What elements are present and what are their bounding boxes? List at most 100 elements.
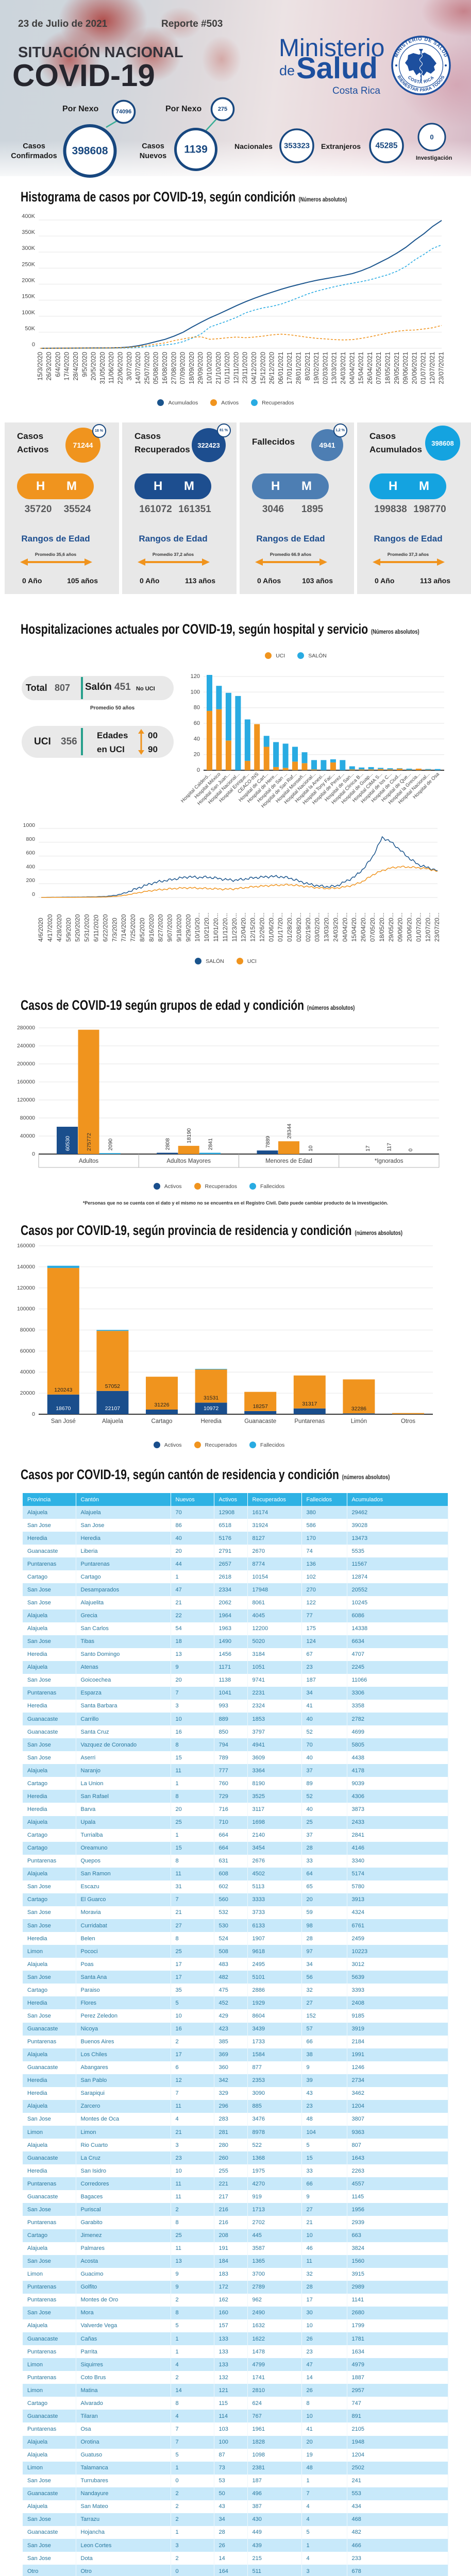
svg-text:400K: 400K xyxy=(22,213,35,219)
svg-text:23/07/20...: 23/07/20... xyxy=(433,912,441,942)
svg-text:1139: 1139 xyxy=(184,144,208,156)
svg-text:7/3/2020: 7/3/2020 xyxy=(111,918,118,942)
svg-text:28/01/2021: 28/01/2021 xyxy=(295,352,302,384)
svg-text:18/05/20...: 18/05/20... xyxy=(378,912,385,942)
svg-text:200: 200 xyxy=(26,877,35,884)
svg-text:240000: 240000 xyxy=(17,1043,35,1049)
svg-text:12/07/20...: 12/07/20... xyxy=(424,912,431,942)
svg-text:0: 0 xyxy=(408,1148,414,1151)
svg-text:40000: 40000 xyxy=(20,1133,35,1139)
svg-text:Adultos: Adultos xyxy=(79,1158,99,1164)
svg-text:25/07/2020: 25/07/2020 xyxy=(143,352,150,384)
svg-text:05/08/2020: 05/08/2020 xyxy=(153,352,160,384)
svg-text:2808: 2808 xyxy=(165,1138,171,1150)
svg-text:26/3/2020: 26/3/2020 xyxy=(45,352,53,381)
svg-text:18190: 18190 xyxy=(186,1128,192,1143)
svg-text:06/01/2021: 06/01/2021 xyxy=(277,352,284,384)
svg-text:22107: 22107 xyxy=(105,1405,120,1412)
svg-text:0: 0 xyxy=(430,133,433,141)
svg-text:10/10/2020: 10/10/2020 xyxy=(206,352,213,384)
svg-text:16/08/2020: 16/08/2020 xyxy=(161,352,169,384)
svg-text:10/21/20...: 10/21/20... xyxy=(203,912,210,942)
svg-text:60530: 60530 xyxy=(65,1136,71,1151)
svg-text:50K: 50K xyxy=(25,326,35,332)
svg-text:11/01/20...: 11/01/20... xyxy=(212,913,220,942)
svg-text:7/14/2020: 7/14/2020 xyxy=(120,914,127,942)
svg-text:Cartago: Cartago xyxy=(152,1418,173,1425)
svg-text:04/04/20...: 04/04/20... xyxy=(341,912,348,942)
svg-text:600: 600 xyxy=(26,850,35,856)
svg-text:140000: 140000 xyxy=(17,1264,35,1270)
svg-text:Menores de Edad: Menores de Edad xyxy=(265,1158,312,1164)
svg-text:4/6/2020: 4/6/2020 xyxy=(37,918,44,942)
svg-text:28344: 28344 xyxy=(287,1124,293,1139)
svg-text:Puntarenas: Puntarenas xyxy=(294,1418,325,1425)
svg-text:80000: 80000 xyxy=(20,1115,35,1121)
svg-text:120000: 120000 xyxy=(17,1285,35,1291)
svg-text:74096: 74096 xyxy=(116,109,132,115)
svg-text:18/09/2020: 18/09/2020 xyxy=(188,352,195,384)
svg-text:5/31/2020: 5/31/2020 xyxy=(83,914,91,942)
svg-text:0: 0 xyxy=(32,1411,35,1417)
svg-text:Otros: Otros xyxy=(401,1418,415,1425)
svg-text:17: 17 xyxy=(365,1145,371,1151)
svg-text:03/02/20...: 03/02/20... xyxy=(314,912,321,942)
svg-text:32286: 32286 xyxy=(351,1405,366,1412)
svg-text:20/06/20...: 20/06/20... xyxy=(406,912,413,942)
svg-text:10/10/20...: 10/10/20... xyxy=(194,912,201,942)
svg-text:7/25/2020: 7/25/2020 xyxy=(129,914,137,942)
svg-text:9/18/2020: 9/18/2020 xyxy=(175,914,182,942)
svg-text:01/11/2020: 01/11/2020 xyxy=(224,352,231,384)
svg-text:09/06/2021: 09/06/2021 xyxy=(402,352,409,384)
svg-text:10972: 10972 xyxy=(204,1405,218,1412)
svg-text:Limón: Limón xyxy=(351,1418,367,1425)
svg-text:40000: 40000 xyxy=(20,1369,35,1375)
svg-text:350K: 350K xyxy=(22,229,35,235)
svg-text:200000: 200000 xyxy=(17,1061,35,1067)
svg-text:01/17/20...: 01/17/20... xyxy=(277,912,284,942)
svg-text:21/10/2020: 21/10/2020 xyxy=(215,352,222,384)
svg-text:29/05/2021: 29/05/2021 xyxy=(393,352,400,384)
svg-text:10: 10 xyxy=(308,1145,314,1151)
svg-text:0: 0 xyxy=(197,767,200,773)
svg-text:8/27/2020: 8/27/2020 xyxy=(157,914,164,942)
svg-text:01/06/20...: 01/06/20... xyxy=(267,912,275,942)
svg-text:02/08/20...: 02/08/20... xyxy=(295,912,302,942)
svg-text:11/06/2020: 11/06/2020 xyxy=(108,352,115,384)
svg-text:398608: 398608 xyxy=(72,145,108,157)
svg-text:20/06/2021: 20/06/2021 xyxy=(411,352,418,384)
svg-text:8/5/2020: 8/5/2020 xyxy=(139,918,146,942)
svg-text:120000: 120000 xyxy=(17,1097,35,1103)
svg-text:09/06/20...: 09/06/20... xyxy=(397,912,404,942)
svg-text:400: 400 xyxy=(26,863,35,870)
svg-text:120243: 120243 xyxy=(54,1387,72,1393)
svg-text:160000: 160000 xyxy=(17,1079,35,1085)
svg-text:17/4/2020: 17/4/2020 xyxy=(63,352,71,381)
svg-text:5/9/2020: 5/9/2020 xyxy=(65,918,72,942)
svg-text:0: 0 xyxy=(32,1151,35,1157)
svg-text:01/07/20...: 01/07/20... xyxy=(415,912,422,942)
svg-text:275772: 275772 xyxy=(86,1133,92,1151)
svg-text:13/03/2021: 13/03/2021 xyxy=(331,352,338,384)
svg-text:31226: 31226 xyxy=(154,1402,169,1408)
svg-text:04/04/2021: 04/04/2021 xyxy=(348,352,356,384)
svg-text:19/02/2021: 19/02/2021 xyxy=(313,352,320,384)
svg-text:15/04/2021: 15/04/2021 xyxy=(358,352,365,384)
svg-text:17/01/2021: 17/01/2021 xyxy=(286,352,293,384)
svg-text:4/28/2020: 4/28/2020 xyxy=(56,914,63,942)
svg-text:120: 120 xyxy=(191,673,200,680)
svg-text:100K: 100K xyxy=(22,310,35,316)
svg-text:Heredia: Heredia xyxy=(200,1418,222,1425)
svg-text:11/12/20...: 11/12/20... xyxy=(222,913,229,942)
svg-text:40: 40 xyxy=(194,736,200,742)
svg-text:22/06/2020: 22/06/2020 xyxy=(116,352,124,384)
svg-text:28/4/2020: 28/4/2020 xyxy=(72,352,79,381)
svg-text:60000: 60000 xyxy=(20,1348,35,1354)
svg-text:26/04/2021: 26/04/2021 xyxy=(366,352,374,384)
svg-text:15/3/2020: 15/3/2020 xyxy=(37,352,44,381)
svg-text:80: 80 xyxy=(194,705,200,711)
svg-text:26/04/20...: 26/04/20... xyxy=(360,912,367,942)
svg-text:300K: 300K xyxy=(22,245,35,251)
svg-text:02/03/2021: 02/03/2021 xyxy=(322,352,329,384)
svg-text:275: 275 xyxy=(218,106,227,112)
